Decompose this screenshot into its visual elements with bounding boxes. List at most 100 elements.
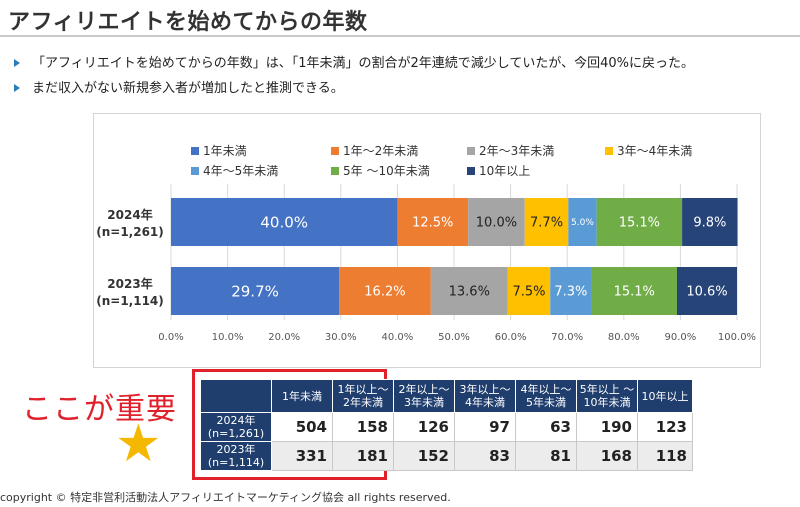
bullet-item: 「アフィリエイトを始めてからの年数」は、「1年未満」の割合が2年連続で減少してい…	[12, 51, 797, 76]
legend-swatch	[191, 146, 199, 155]
x-tick-label: 40.0%	[382, 332, 414, 343]
bar-segment	[507, 267, 551, 315]
data-label: 5.0%	[571, 218, 594, 228]
bar-segment	[682, 198, 738, 246]
data-label: 7.5%	[512, 285, 545, 300]
x-tick-label: 0.0%	[158, 332, 183, 343]
data-label: 40.0%	[260, 213, 308, 231]
legend-swatch	[191, 166, 199, 175]
table-column-header: 3年以上～ 4年未満	[454, 379, 516, 413]
data-label: 29.7%	[231, 282, 279, 300]
legend-item: 1年～2年未満	[331, 142, 418, 159]
legend-label: 10年以上	[479, 164, 531, 178]
x-tick-label: 60.0%	[495, 332, 527, 343]
bullet-arrow-icon	[14, 59, 20, 67]
category-n-label: (n=1,261)	[96, 225, 164, 239]
legend-item: 1年未満	[191, 142, 247, 159]
bullet-list: 「アフィリエイトを始めてからの年数」は、「1年未満」の割合が2年連続で減少してい…	[12, 51, 797, 101]
bar-segment	[677, 267, 737, 315]
data-label: 12.5%	[412, 216, 453, 231]
bar-segment	[468, 198, 525, 246]
table-cell: 152	[393, 441, 455, 471]
data-label: 15.1%	[619, 216, 660, 231]
stacked-bar-chart: 1年未満 1年～2年未満 2年～3年未満 3年～4年未満 4年～5年未満 5年 ～10年未…	[93, 113, 761, 368]
legend-item: 3年～4年未満	[605, 142, 692, 159]
bullet-text: 「アフィリエイトを始めてからの年数」は、「1年未満」の割合が2年連続で減少してい…	[32, 56, 695, 71]
table-cell: 63	[515, 412, 577, 442]
table-row-header: 2024年 (n=1,261)	[200, 412, 272, 442]
x-tick-label: 50.0%	[438, 332, 470, 343]
data-label: 16.2%	[364, 285, 405, 300]
bar-segment	[171, 198, 398, 246]
legend-label: 1年未満	[203, 144, 247, 158]
table-row: 2024年 (n=1,261) 504 158 126 97 63 190 123	[200, 412, 693, 442]
page-title: アフィリエイトを始めてからの年数	[8, 10, 368, 35]
x-tick-label: 100.0%	[718, 332, 756, 343]
table-cell: 181	[332, 441, 394, 471]
bullet-item: まだ収入がない新規参入者が増加したと推測できる。	[12, 76, 797, 101]
legend-item: 4年～5年未満	[191, 162, 278, 179]
data-label: 7.3%	[554, 285, 587, 300]
bar-segment	[171, 267, 340, 315]
table-cell: 190	[576, 412, 638, 442]
bar-segment	[397, 198, 469, 246]
table-corner	[200, 379, 272, 413]
bar-segment	[550, 267, 592, 315]
legend-swatch	[331, 146, 339, 155]
table-row-header: 2023年 (n=1,114)	[200, 441, 272, 471]
legend-label: 1年～2年未満	[343, 144, 419, 158]
table-cell: 331	[271, 441, 333, 471]
table-row: 2023年 (n=1,114) 331 181 152 83 81 168 118	[200, 441, 693, 471]
bullet-arrow-icon	[14, 84, 20, 92]
table-cell: 126	[393, 412, 455, 442]
category-label: 2023年	[107, 276, 152, 291]
table-cell: 158	[332, 412, 394, 442]
table-cell: 118	[637, 441, 693, 471]
legend-item: 5年 ～10年未満	[331, 162, 430, 179]
table-cell: 504	[271, 412, 333, 442]
table-column-header: 1年未満	[271, 379, 333, 413]
category-n-label: (n=1,114)	[96, 294, 164, 308]
table-column-header: 1年以上～ 2年未満	[332, 379, 394, 413]
table-cell: 168	[576, 441, 638, 471]
data-label: 10.0%	[476, 216, 517, 231]
bar-segment	[591, 267, 678, 315]
table-cell: 83	[454, 441, 516, 471]
table-column-header: 4年以上～ 5年未満	[515, 379, 577, 413]
legend-label: 4年～5年未満	[203, 164, 279, 178]
data-label: 15.1%	[614, 285, 655, 300]
callout-text: ここが重要	[22, 392, 177, 427]
legend-label: 3年～4年未満	[617, 144, 693, 158]
x-tick-label: 70.0%	[551, 332, 583, 343]
legend-swatch	[467, 166, 475, 175]
table-column-header: 2年以上～ 3年未満	[393, 379, 455, 413]
bar-segment	[339, 267, 431, 315]
counts-table: 1年未満 1年以上～ 2年未満 2年以上～ 3年未満 3年以上～ 4年未満 4年以上～ 5年未満…	[200, 379, 693, 471]
title-divider	[0, 35, 800, 37]
table-cell: 123	[637, 412, 693, 442]
data-label: 9.8%	[693, 216, 726, 231]
bar-segment	[430, 267, 508, 315]
x-tick-label: 20.0%	[268, 332, 300, 343]
data-label: 7.7%	[530, 216, 563, 231]
star-icon: ★	[115, 414, 162, 474]
data-label: 10.6%	[686, 285, 727, 300]
legend-label: 5年 ～10年未満	[343, 164, 430, 178]
bar-segment	[524, 198, 569, 246]
table-column-header: 5年以上 ～ 10年未満	[576, 379, 638, 413]
legend-swatch	[467, 146, 475, 155]
legend-item: 10年以上	[467, 162, 530, 179]
bullet-text: まだ収入がない新規参入者が増加したと推測できる。	[32, 81, 344, 96]
table-header-row: 1年未満 1年以上～ 2年未満 2年以上～ 3年未満 3年以上～ 4年未満 4年以上～ 5年未満…	[200, 379, 693, 413]
copyright-footer: copyright © 特定非営利活動法人アフィリエイトマーケティング協会 al…	[0, 491, 451, 504]
x-tick-label: 10.0%	[212, 332, 244, 343]
legend-item: 2年～3年未満	[467, 142, 554, 159]
category-label: 2024年	[107, 207, 152, 222]
legend-swatch	[331, 166, 339, 175]
bar-segment	[568, 198, 597, 246]
chart-plot: 0.0% 10.0% 20.0% 30.0% 40.0% 50.0% 60.0% 70.0% 8…	[96, 184, 756, 343]
table-cell: 97	[454, 412, 516, 442]
table-cell: 81	[515, 441, 577, 471]
legend-swatch	[605, 146, 613, 155]
legend-label: 2年～3年未満	[479, 144, 555, 158]
